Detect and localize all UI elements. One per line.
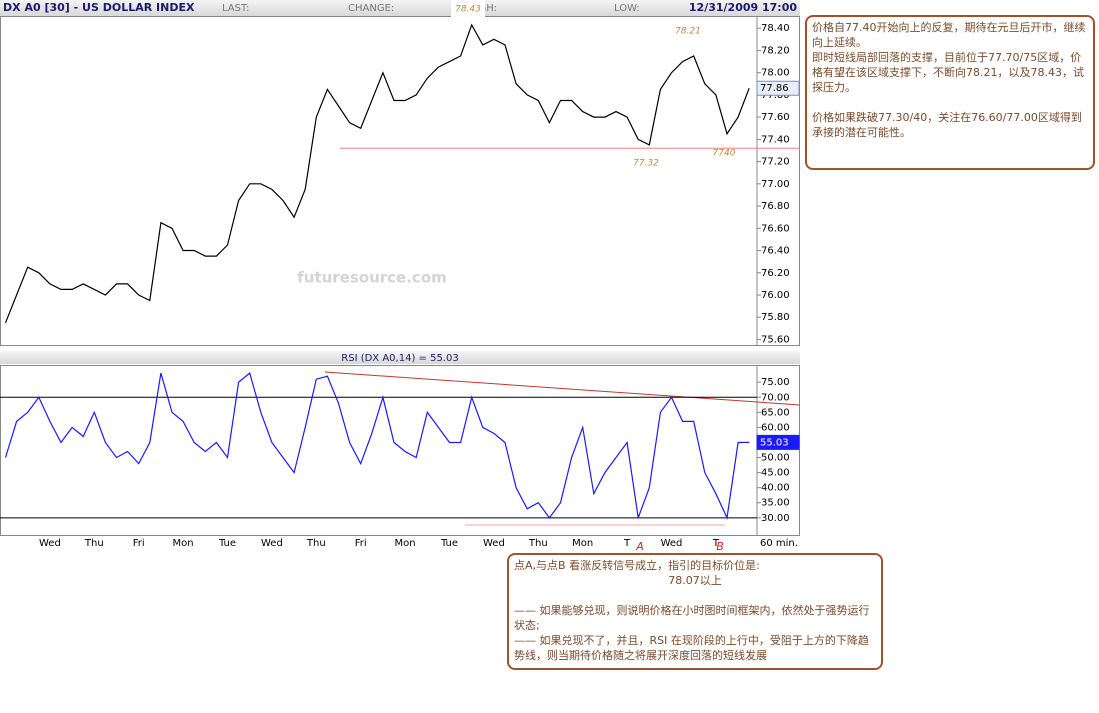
note-right: 价格自77.40开始向上的反复，期待在元旦后开市，继续向上延续。 即时短线局部回落… bbox=[805, 15, 1095, 170]
header-label: LOW: bbox=[614, 3, 640, 14]
x-tick-label: Fri bbox=[133, 538, 145, 549]
x-tick-label: T bbox=[623, 538, 631, 549]
y-tick-label: 65.00 bbox=[761, 407, 790, 418]
y-tick-label: 77.40 bbox=[761, 134, 790, 145]
y-tick-label: 30.00 bbox=[761, 513, 790, 524]
x-tick-label: Wed bbox=[661, 538, 683, 549]
chart: DX A0 [30] - US DOLLAR INDEX LAST: CHANG… bbox=[0, 0, 801, 553]
x-tick-label: Tue bbox=[440, 538, 458, 549]
spacer bbox=[812, 95, 1088, 110]
note-paragraph: 价格自77.40开始向上的反复，期待在元旦后开市，继续向上延续。 bbox=[812, 21, 1086, 49]
annotation: 78.21 bbox=[675, 27, 701, 37]
y-tick-label: 78.20 bbox=[761, 45, 790, 56]
last-value-box bbox=[756, 80, 800, 96]
x-tick-label: Thu bbox=[84, 538, 104, 549]
series-line bbox=[4, 23, 750, 324]
y-tick-label: 78.00 bbox=[761, 68, 790, 79]
annotation: 77.32 bbox=[633, 159, 659, 169]
annotation: 7740 bbox=[713, 149, 736, 159]
rsi-trendline bbox=[324, 371, 801, 406]
note-paragraph: —— 如果能够兑现，则说明价格在小时图时间框架内，依然处于强势运行状态; bbox=[514, 604, 870, 632]
y-tick-label: 75.80 bbox=[761, 312, 790, 323]
y-tick-label: 78.40 bbox=[761, 23, 790, 34]
header-label: LAST: bbox=[222, 3, 249, 14]
y-tick-label: 76.00 bbox=[761, 290, 790, 301]
note-paragraph: 点A,与点B 看涨反转信号成立，指引的目标价位是: bbox=[514, 559, 760, 572]
note-paragraph: —— 如果兑现不了，并且，RSI 在现阶段的上行中，受阻于上方的下降趋势线，则当… bbox=[514, 634, 869, 662]
y-tick-label: 77.20 bbox=[761, 157, 790, 168]
last-value-label: 77.86 bbox=[760, 83, 789, 94]
y-tick-label: 45.00 bbox=[761, 468, 790, 479]
note-bottom: 点A,与点B 看涨反转信号成立，指引的目标价位是: 78.07以上 —— 如果能够兑… bbox=[507, 553, 883, 670]
y-tick-label: 75.00 bbox=[761, 377, 790, 388]
x-tick-label: Fri bbox=[355, 538, 367, 549]
x-tick-label: Wed bbox=[39, 538, 61, 549]
price-frame bbox=[0, 16, 800, 346]
watermark: futuresource.com bbox=[297, 269, 447, 287]
y-tick-label: 75.60 bbox=[761, 334, 790, 345]
y-tick-label: 70.00 bbox=[761, 392, 790, 403]
rsi-annotation: A bbox=[635, 540, 644, 553]
x-tick-label: Tue bbox=[218, 538, 236, 549]
x-tick-label: Thu bbox=[306, 538, 326, 549]
y-tick-label: 35.00 bbox=[761, 498, 790, 509]
note-paragraph: 价格如果跌破77.30/40，关注在76.60/77.00区域得到承接的潜在可能… bbox=[812, 111, 1082, 139]
spacer bbox=[514, 588, 876, 603]
x-tick-label: Mon bbox=[572, 538, 593, 549]
x-tick-label: Mon bbox=[173, 538, 194, 549]
x-unit-label: 60 min. bbox=[760, 538, 798, 549]
x-tick-label: Mon bbox=[395, 538, 416, 549]
rsi-title-bar bbox=[0, 351, 800, 364]
rsi-frame bbox=[0, 365, 800, 536]
y-tick-label: 60.00 bbox=[761, 422, 790, 433]
rsi-title: RSI (DX A0,14) = 55.03 bbox=[341, 353, 458, 364]
annotation: 78.43 bbox=[455, 5, 481, 15]
series-line bbox=[4, 372, 750, 520]
last-value-label: 55.03 bbox=[760, 437, 789, 448]
y-tick-label: 77.00 bbox=[761, 179, 790, 190]
header-bar bbox=[0, 0, 800, 16]
last-value-box bbox=[756, 434, 800, 450]
x-tick-label: Wed bbox=[483, 538, 505, 549]
y-tick-label: 76.60 bbox=[761, 223, 790, 234]
x-tick-label: Wed bbox=[261, 538, 283, 549]
x-tick-label: T bbox=[712, 538, 720, 549]
note-paragraph: 78.07以上 bbox=[668, 574, 722, 587]
annotation-box bbox=[451, 0, 485, 18]
y-tick-label: 76.80 bbox=[761, 201, 790, 212]
chart-title: DX A0 [30] - US DOLLAR INDEX bbox=[3, 1, 195, 14]
header-date: 12/31/2009 17:00 bbox=[689, 1, 797, 14]
rsi-annotation: B bbox=[716, 540, 724, 553]
note-paragraph: 即时短线局部回落的支撑，目前位于77.70/75区域，价格有望在该区域支撑下，不… bbox=[812, 51, 1084, 94]
y-tick-label: 77.60 bbox=[761, 112, 790, 123]
header-label: CHANGE: bbox=[348, 3, 394, 14]
y-tick-label: 76.40 bbox=[761, 246, 790, 257]
x-tick-label: Thu bbox=[528, 538, 548, 549]
y-tick-label: 50.00 bbox=[761, 453, 790, 464]
y-tick-label: 40.00 bbox=[761, 483, 790, 494]
y-tick-label: 76.20 bbox=[761, 268, 790, 279]
